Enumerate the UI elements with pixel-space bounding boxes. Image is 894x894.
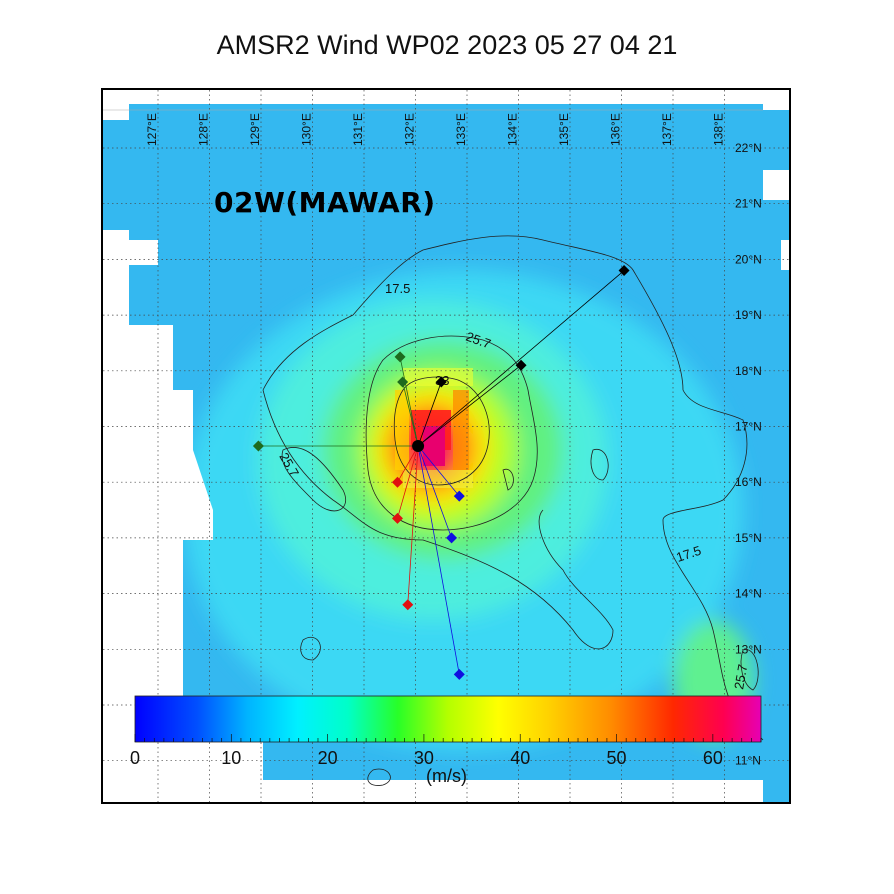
- lon-labels: 127°E 128°E 129°E 130°E 131°E 132°E 133°E 134°E…: [145, 113, 726, 146]
- radius-marker-sw: [402, 599, 414, 611]
- radius-marker-ne: [435, 376, 447, 388]
- lon-label: 128°E: [197, 113, 211, 146]
- lon-label: 135°E: [557, 113, 571, 146]
- storm-name-label: 02W(MAWAR): [214, 186, 436, 219]
- contour-label: 25.7: [731, 663, 750, 691]
- colorbar-tick-label: 30: [414, 748, 434, 768]
- radius-marker-se: [453, 490, 465, 502]
- radius-line-se: [417, 445, 460, 675]
- radius-line-sw: [397, 445, 419, 483]
- lat-label: 22°N: [735, 141, 762, 155]
- contour-17-5: [262, 235, 764, 741]
- colorbar-tick-label: 60: [703, 748, 723, 768]
- lon-label: 134°E: [506, 113, 520, 146]
- lon-label: 138°E: [712, 113, 726, 146]
- lon-label: 136°E: [609, 113, 623, 146]
- colorbar-tick-label: 40: [510, 748, 530, 768]
- radius-line-sw: [407, 445, 419, 605]
- radius-line-sw: [397, 445, 419, 519]
- radius-marker-nw: [397, 376, 409, 388]
- radius-marker-ne: [618, 265, 630, 277]
- contour-label: 17.5: [385, 281, 410, 296]
- radius-line-ne: [417, 270, 625, 447]
- lon-label: 133°E: [454, 113, 468, 146]
- lat-label: 18°N: [735, 364, 762, 378]
- lat-labels: 22°N 21°N 20°N 19°N 18°N 17°N 16°N 15°N 14°N 13°N…: [735, 141, 762, 768]
- wind-field: [103, 90, 789, 802]
- radius-line-nw: [399, 356, 419, 447]
- radius-marker-sw: [391, 512, 403, 524]
- lat-label: 14°N: [735, 587, 762, 601]
- lon-label: 129°E: [248, 113, 262, 146]
- radius-marker-se: [453, 668, 465, 680]
- colorbar: 0 10 20 30 40 50 60: [130, 695, 762, 768]
- radius-marker-ne: [515, 359, 527, 371]
- colorbar-tick-label: 10: [221, 748, 241, 768]
- colorbar-ticks: 0 10 20 30 40 50 60: [130, 734, 762, 768]
- lat-label: 17°N: [735, 420, 762, 434]
- contour-25-7: [365, 335, 538, 531]
- lat-label: 20°N: [735, 252, 762, 266]
- lat-label: 16°N: [735, 475, 762, 489]
- radius-marker-nw: [394, 351, 406, 363]
- radius-marker-nw: [252, 440, 264, 452]
- chart-title: AMSR2 Wind WP02 2023 05 27 04 21: [216, 30, 678, 60]
- colorbar-gradient: [134, 695, 762, 743]
- map-frame: 127°E 128°E 129°E 130°E 131°E 132°E 133°E 134°E…: [101, 88, 791, 804]
- wind-map: 127°E 128°E 129°E 130°E 131°E 132°E 133°E 134°E…: [103, 90, 789, 802]
- lat-label: 19°N: [735, 308, 762, 322]
- lon-label: 132°E: [403, 113, 417, 146]
- lon-label: 131°E: [351, 113, 365, 146]
- lon-label: 130°E: [300, 113, 314, 146]
- colorbar-tick-label: 0: [130, 748, 140, 768]
- storm-center-marker: [412, 439, 425, 452]
- lat-label: 11°N: [735, 754, 761, 768]
- radius-line-se: [417, 445, 452, 539]
- radius-line-ne: [417, 381, 442, 447]
- colorbar-tick-label: 50: [607, 748, 627, 768]
- lon-label: 137°E: [660, 113, 674, 146]
- lat-lon-grid: [103, 90, 789, 802]
- lat-label: 21°N: [735, 197, 762, 211]
- radius-line-se: [417, 445, 460, 497]
- radius-marker-sw: [391, 476, 403, 488]
- radius-line-nw: [402, 381, 419, 447]
- radius-marker-se: [446, 532, 458, 544]
- radius-line-ne: [417, 364, 522, 447]
- lat-label: 15°N: [735, 531, 762, 545]
- lat-label: 13°N: [735, 642, 762, 656]
- contour-33: [393, 376, 490, 486]
- colorbar-tick-label: 20: [318, 748, 338, 768]
- wind-contours: [262, 235, 764, 786]
- lon-label: 127°E: [145, 113, 159, 146]
- contour-label: 17.5: [674, 543, 703, 565]
- colorbar-unit: (m/s): [426, 766, 467, 786]
- wind-radii: [252, 265, 630, 680]
